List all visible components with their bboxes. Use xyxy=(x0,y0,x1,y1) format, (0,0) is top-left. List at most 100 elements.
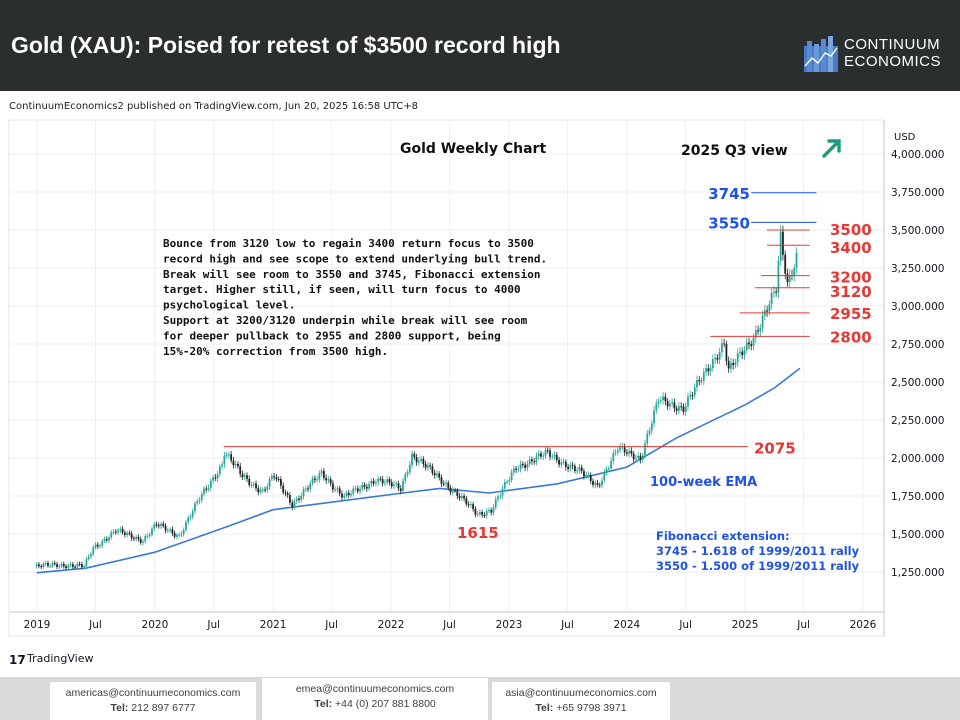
candle-body xyxy=(196,501,199,504)
candle-body xyxy=(241,473,244,478)
candle-body xyxy=(508,479,511,482)
candle-body xyxy=(399,488,402,492)
candle-body xyxy=(628,450,631,454)
candle-body xyxy=(83,566,86,568)
x-tick-label: Jul xyxy=(206,619,220,631)
level-label-3745: 3745 xyxy=(708,185,750,203)
candle-body xyxy=(239,466,242,474)
candle-body xyxy=(481,511,484,516)
candle-body xyxy=(393,484,395,487)
candle-body xyxy=(62,563,65,567)
candle-body xyxy=(594,483,597,485)
candle-body xyxy=(157,525,160,527)
candle-body xyxy=(702,372,705,381)
candle-body xyxy=(212,477,214,481)
candle-body xyxy=(198,500,201,502)
candle-body xyxy=(488,510,490,512)
candle-body xyxy=(119,528,122,531)
candle-body xyxy=(659,400,662,402)
candle-body xyxy=(483,515,486,517)
candle-body xyxy=(612,453,615,461)
candle-body xyxy=(542,455,545,457)
candle-body xyxy=(436,473,438,476)
x-tick-label: Jul xyxy=(88,619,102,631)
candle-body xyxy=(275,477,278,479)
candle-body xyxy=(248,478,251,485)
candle-body xyxy=(142,541,144,543)
note-line: psychological level. xyxy=(163,299,295,312)
candle-body xyxy=(469,504,472,506)
candle-body xyxy=(216,474,219,479)
candle-body xyxy=(261,489,264,491)
candle-body xyxy=(354,488,357,490)
candle-body xyxy=(189,516,192,518)
candle-body xyxy=(166,530,169,532)
candle-body xyxy=(273,476,276,478)
candle-body xyxy=(451,490,454,493)
y-tick-label: 1,500.000 xyxy=(891,529,944,541)
candle-body xyxy=(745,342,748,351)
tel-number: +44 (0) 207 881 8800 xyxy=(335,698,436,710)
y-tick-label: 2,750.000 xyxy=(891,339,944,351)
candle-body xyxy=(680,406,683,408)
candle-body xyxy=(650,423,653,431)
candle-body xyxy=(598,484,601,486)
candle-body xyxy=(243,475,246,478)
candle-body xyxy=(135,536,138,540)
y-tick-label: 3,500.000 xyxy=(891,225,944,237)
candle-body xyxy=(200,493,203,501)
contact-email[interactable]: asia@continuumeconomics.com xyxy=(505,687,657,699)
candle-body xyxy=(53,562,56,565)
candle-body xyxy=(540,453,542,457)
candle-body xyxy=(576,470,579,472)
candle-body xyxy=(662,396,664,401)
candle-body xyxy=(359,488,361,492)
y-tick-label: 2,500.000 xyxy=(891,377,944,389)
candle-body xyxy=(139,539,142,543)
candle-body xyxy=(298,498,300,500)
candle-body xyxy=(397,483,400,489)
logo-text-line1: CONTINUUM xyxy=(844,36,941,53)
candle-body xyxy=(687,396,689,407)
candle-body xyxy=(295,498,298,502)
note-line: 15%-20% correction from 3500 high. xyxy=(163,345,388,358)
candle-body xyxy=(332,483,334,490)
candle-body xyxy=(549,450,551,457)
tel-label: Tel: xyxy=(535,702,554,714)
candle-body xyxy=(114,531,117,533)
candle-body xyxy=(696,380,698,388)
candle-body xyxy=(246,475,248,479)
candle-body xyxy=(338,488,341,494)
tradingview-text: TradingView xyxy=(27,652,94,665)
x-tick-label: Jul xyxy=(678,619,692,631)
contact-email[interactable]: americas@continuumeconomics.com xyxy=(65,687,241,699)
y-tick-label: 1,250.000 xyxy=(891,567,944,579)
candle-body xyxy=(191,511,194,517)
candle-body xyxy=(221,464,224,467)
candle-body xyxy=(512,468,515,473)
candle-body xyxy=(691,395,694,397)
note-line: Bounce from 3120 low to regain 3400 retu… xyxy=(163,237,534,250)
candle-body xyxy=(280,479,282,486)
candle-body xyxy=(682,406,685,412)
candle-body xyxy=(207,487,210,490)
candle-body xyxy=(490,510,493,513)
candle-body xyxy=(203,488,205,494)
level-label-3500: 3500 xyxy=(830,221,872,239)
candle-body xyxy=(653,410,655,424)
candle-body xyxy=(223,455,226,465)
candle-body xyxy=(458,496,461,499)
level-label-3120: 3120 xyxy=(830,283,872,301)
candle-body xyxy=(35,564,38,567)
candle-body xyxy=(614,452,617,454)
contact-email[interactable]: emea@continuumeconomics.com xyxy=(295,683,455,695)
candle-body xyxy=(363,484,366,487)
candle-body xyxy=(374,482,377,484)
x-tick-label: 2026 xyxy=(850,619,877,631)
candle-body xyxy=(252,483,255,485)
candle-body xyxy=(720,343,723,353)
candle-body xyxy=(417,460,420,463)
candle-body xyxy=(286,493,289,496)
candle-body xyxy=(123,532,126,535)
currency-label: USD xyxy=(894,132,916,143)
